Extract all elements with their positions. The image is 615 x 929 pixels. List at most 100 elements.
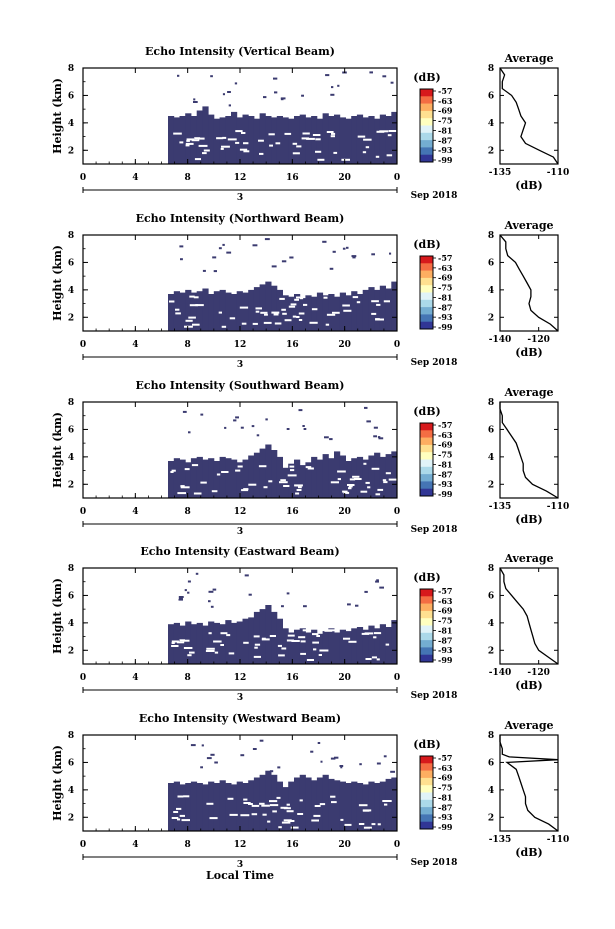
colorbar-swatch [420,292,433,301]
heatmap-speck [281,260,287,263]
heatmap-gap [306,659,314,661]
heatmap-gap [365,481,370,484]
heatmap-gap [255,310,260,313]
heatmap-speck [240,754,245,757]
heatmap-column [202,459,209,498]
avg-frame [499,734,559,832]
heatmap-gap [277,644,282,647]
colorbar-tick-label: -93 [438,312,453,322]
avg-y-tick-label: 2 [488,646,494,656]
heatmap-gap [241,489,249,492]
avg-x-tick-label: -135 [489,835,512,845]
heatmap-column [253,118,261,164]
heatmap-column [282,117,289,164]
heatmap-gap [275,142,281,145]
heatmap-gap [273,313,279,316]
heatmap-gap [286,810,294,813]
heatmap-gap [298,486,302,489]
heatmap-column [185,621,192,664]
avg-frame [499,401,559,499]
heatmap-column [379,114,386,164]
colorbar-tick-label: -69 [438,106,453,116]
heatmap-gap [303,303,308,306]
y-tick-label: 8 [68,398,74,408]
heatmap-column [208,621,215,664]
heatmap-speck [280,98,284,101]
heatmap-speck [377,436,381,439]
heatmap-gap [260,311,268,314]
heatmap-gap [180,486,190,489]
heatmap-gap [243,142,249,145]
heatmap-gap [330,795,336,798]
colorbar-swatch [420,632,433,641]
heatmap-gap [280,479,286,482]
colorbar-tick-label: -57 [438,753,452,763]
heatmap-column [322,113,329,164]
heatmap-column [356,294,364,331]
heatmap-gap [239,306,249,309]
colorbar-swatch [420,314,433,322]
heatmap-column [345,631,352,664]
heatmap-gap [313,814,321,817]
heatmap-speck [366,420,371,423]
heatmap-gap [173,811,179,813]
heatmap-speck [286,592,290,595]
day-label: 3 [237,360,243,370]
colorbar-tick-label: -87 [438,802,452,812]
heatmap-gap [365,658,372,660]
heatmap-speck [389,252,392,255]
heatmap-gap [382,800,391,802]
colorbar-frame [419,755,434,830]
avg-title: Average [503,219,553,232]
heatmap-gap [300,652,306,655]
heatmap-gap [209,817,218,820]
heatmap-gap [294,298,299,301]
heatmap-gap [348,640,357,643]
heatmap-gap [181,819,190,822]
heatmap-column [253,452,261,498]
heatmap-gap [287,474,297,477]
heatmap-speck [302,425,305,427]
colorbar-frame [419,588,434,663]
heatmap-column [231,784,238,831]
heatmap-gap [278,826,282,829]
y-tick-label: 6 [68,591,74,601]
colorbar-swatch [420,132,433,141]
heatmap-gap [198,137,205,140]
heatmap-gap [185,144,190,147]
colorbar-swatch [420,618,433,626]
heatmap-speck [322,240,327,243]
heatmap-gap [261,804,270,807]
heatmap-gap [193,296,199,299]
heatmap-column [351,628,358,664]
heatmap-gap [177,492,186,495]
heatmap-column [339,781,346,831]
heatmap-column [231,111,238,164]
heatmap-gap [326,131,334,133]
avg-y-tick-label: 8 [488,564,494,574]
figure-xlabel: Local Time [206,869,274,882]
colorbar-swatch [420,625,433,634]
x-tick-label: 8 [185,340,191,350]
heatmap-speck [271,265,277,268]
colorbar-swatch [420,444,433,453]
heatmap-gap [263,486,268,489]
heatmap-cells [168,71,398,164]
heatmap-speck [206,757,212,760]
colorbar-swatch [420,299,433,308]
heatmap-gap [331,801,337,804]
heatmap-speck [289,256,294,259]
heatmap-column [225,620,232,664]
heatmap-gap [371,823,376,826]
colorbar-tick-label: -63 [438,596,453,606]
day-label: 3 [237,693,243,703]
avg-y-tick-label: 8 [488,231,494,241]
heatmap-gap [171,642,175,644]
colorbar-unit: (dB) [413,571,440,584]
heatmap-speck [227,91,231,93]
heatmap-gap [337,470,346,473]
x-tick-label: 4 [132,507,138,517]
heatmap-column [231,294,238,331]
heatmap-gap [177,795,184,798]
heatmap-gap [235,141,240,144]
